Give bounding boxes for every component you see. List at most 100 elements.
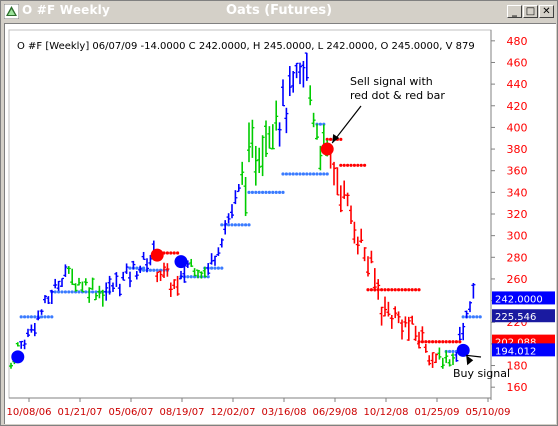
trailing-stop-dot xyxy=(386,288,390,292)
trailing-stop-dot xyxy=(318,172,322,176)
trailing-stop-dot xyxy=(363,163,367,167)
x-tick-label: 05/06/07 xyxy=(109,407,154,418)
trailing-stop-dot xyxy=(390,288,394,292)
trailing-stop-dot xyxy=(257,190,261,194)
title-bar[interactable]: O #F Weekly Oats (Futures) _ □ ✕ xyxy=(1,1,557,22)
sell-arrow-head xyxy=(332,134,340,144)
price-label-box xyxy=(492,343,555,357)
trailing-stop-dot xyxy=(301,172,305,176)
trailing-stop-dot xyxy=(305,172,309,176)
trailing-stop-dot xyxy=(128,266,132,270)
signal-dot xyxy=(456,343,470,357)
trailing-stop-dot xyxy=(315,172,319,176)
trailing-stop-dot xyxy=(437,340,441,344)
trailing-stop-dot xyxy=(84,290,88,294)
signal-dot xyxy=(174,255,188,269)
sell-signal-annotation-line2: red dot & red bar xyxy=(350,89,445,102)
trailing-stop-dot xyxy=(250,190,254,194)
trailing-stop-dot xyxy=(40,315,44,319)
trailing-stop-dot xyxy=(346,163,350,167)
trailing-stop-dot xyxy=(284,172,288,176)
trailing-stop-dot xyxy=(274,190,278,194)
x-tick-label: 01/21/07 xyxy=(58,407,103,418)
maximize-button[interactable]: □ xyxy=(523,5,538,18)
trailing-stop-dot xyxy=(356,163,360,167)
trailing-stop-dot xyxy=(295,172,299,176)
trailing-stop-dot xyxy=(176,251,180,255)
minimize-button[interactable]: _ xyxy=(507,5,522,18)
x-tick-label: 08/19/07 xyxy=(160,407,205,418)
trailing-stop-dot xyxy=(451,349,455,354)
trailing-stop-dot xyxy=(29,315,33,319)
trailing-stop-dot xyxy=(213,266,217,270)
trailing-stop-dot xyxy=(397,288,401,292)
trailing-stop-dot xyxy=(380,288,384,292)
y-tick-label: 480 xyxy=(507,35,528,48)
trailing-stop-dot xyxy=(267,190,271,194)
trailing-stop-dot xyxy=(152,268,156,272)
x-tick-label: 10/12/08 xyxy=(364,407,409,418)
signal-dot xyxy=(150,248,164,262)
y-tick-label: 160 xyxy=(507,381,528,394)
x-tick-label: 12/02/07 xyxy=(211,407,256,418)
trailing-stop-dot xyxy=(26,315,30,319)
x-tick-label: 01/25/09 xyxy=(415,407,460,418)
trailing-stop-dot xyxy=(403,288,407,292)
trailing-stop-dot xyxy=(281,172,285,176)
trailing-stop-dot xyxy=(67,290,71,294)
trailing-stop-dot xyxy=(142,268,146,272)
trailing-stop-dot xyxy=(216,266,220,270)
close-button[interactable]: ✕ xyxy=(539,5,554,18)
trailing-stop-dot xyxy=(427,340,431,344)
trailing-stop-dot xyxy=(77,290,81,294)
trailing-stop-dot xyxy=(60,290,64,294)
trailing-stop-dot xyxy=(448,340,452,344)
trailing-stop-dot xyxy=(186,275,190,279)
trailing-stop-dot xyxy=(63,290,67,294)
trailing-stop-dot xyxy=(189,275,193,279)
trailing-stop-dot xyxy=(454,340,458,344)
trailing-stop-dot xyxy=(19,315,23,319)
buy-arrow-line xyxy=(466,354,482,358)
chart-info-line: O #F [Weekly] 06/07/09 -14.0000 C 242.00… xyxy=(17,41,475,52)
trailing-stop-dot xyxy=(210,266,214,270)
trailing-stop-dot xyxy=(407,288,411,292)
chart-area[interactable]: 1601802002202402602803003203403603804004… xyxy=(4,23,556,424)
trailing-stop-dot xyxy=(135,266,139,270)
trailing-stop-dot xyxy=(247,223,251,227)
trailing-stop-dot xyxy=(424,340,428,344)
y-tick-label: 380 xyxy=(507,143,528,156)
buy-signal-annotation: Buy signal xyxy=(453,367,510,380)
trailing-stop-dot xyxy=(165,251,169,255)
trailing-stop-dot xyxy=(70,290,74,294)
trailing-stop-dot xyxy=(359,163,363,167)
trailing-stop-dot xyxy=(475,315,479,319)
trailing-stop-dot xyxy=(312,172,316,176)
trailing-stop-dot xyxy=(342,163,346,167)
trailing-stop-dot xyxy=(261,190,265,194)
trailing-stop-dot xyxy=(278,190,282,194)
y-tick-label: 340 xyxy=(507,186,528,199)
trailing-stop-dot xyxy=(291,172,295,176)
sell-signal-annotation-line1: Sell signal with xyxy=(350,75,433,88)
trailing-stop-dot xyxy=(393,288,397,292)
y-tick-label: 400 xyxy=(507,121,528,134)
trailing-stop-dot xyxy=(148,268,152,272)
trailing-stop-dot xyxy=(444,340,448,344)
trailing-stop-dot xyxy=(288,172,292,176)
trailing-stop-dot xyxy=(169,251,173,255)
trailing-stop-dot xyxy=(352,163,356,167)
signal-dot xyxy=(320,142,334,156)
trailing-stop-dot xyxy=(400,288,404,292)
signal-dot xyxy=(11,350,25,364)
x-tick-label: 06/29/08 xyxy=(313,407,358,418)
trailing-stop-dot xyxy=(155,268,159,272)
trailing-stop-dot xyxy=(230,223,234,227)
y-tick-label: 420 xyxy=(507,100,528,113)
trailing-stop-dot xyxy=(339,163,343,167)
trailing-stop-dot xyxy=(237,223,241,227)
trailing-stop-dot xyxy=(366,288,370,292)
trailing-stop-dot xyxy=(434,340,438,344)
trailing-stop-dot xyxy=(50,315,54,319)
trailing-stop-dot xyxy=(383,288,387,292)
